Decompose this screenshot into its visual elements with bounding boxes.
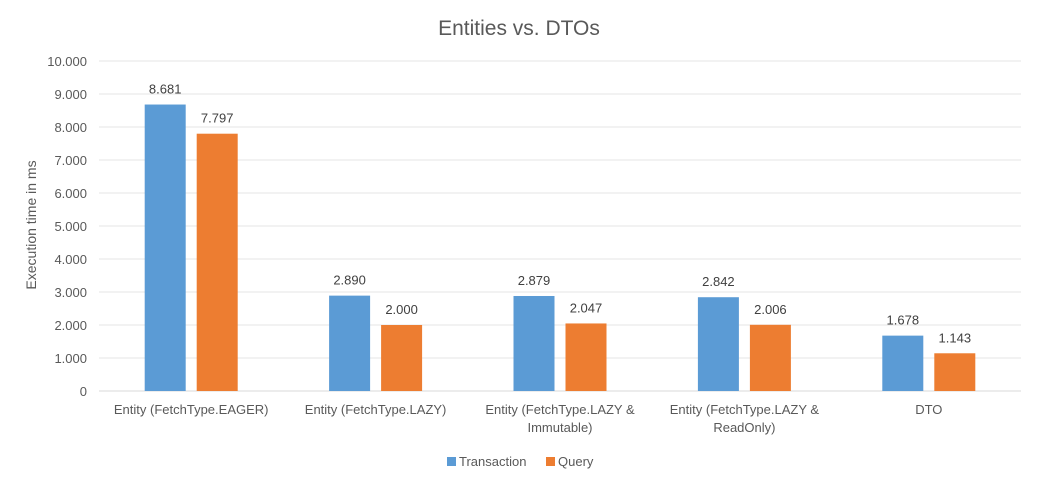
y-tick-label: 4.000: [54, 252, 87, 267]
data-label-transaction: 1.678: [887, 313, 920, 328]
y-tick-label: 10.000: [47, 54, 87, 69]
y-tick-label: 8.000: [54, 120, 87, 135]
legend-swatch-query: [546, 457, 555, 466]
bar-transaction: [329, 295, 371, 391]
y-tick-label: 0: [80, 384, 87, 399]
data-label-query: 1.143: [939, 330, 972, 345]
bar-query: [565, 323, 607, 391]
y-tick-label: 7.000: [54, 153, 87, 168]
x-axis-ticks: Entity (FetchType.EAGER) Entity (FetchTyp…: [114, 402, 943, 435]
x-tick-label: Entity (FetchType.EAGER): [114, 402, 269, 417]
data-label-query: 7.797: [201, 111, 234, 126]
x-tick-label: DTO: [915, 402, 942, 417]
bar-query: [749, 324, 791, 391]
bar-transaction: [513, 295, 555, 391]
y-tick-label: 5.000: [54, 219, 87, 234]
data-labels: 8.681 2.890 2.879 2.842 1.678 7.797 2.000 2.047…: [149, 82, 971, 346]
x-tick-label: Entity (FetchType.LAZY): [305, 402, 447, 417]
data-label-transaction: 2.842: [702, 274, 735, 289]
bar-transaction: [882, 335, 924, 391]
y-axis-ticks: 0 1.000 2.000 3.000 4.000 5.000 6.000 7.000 8.00…: [47, 54, 87, 399]
data-label-transaction: 2.890: [333, 273, 366, 288]
legend: Transaction Query: [447, 454, 594, 469]
bar-query: [934, 353, 976, 391]
bar-transaction: [144, 104, 186, 391]
data-label-transaction: 2.879: [518, 273, 551, 288]
bars: [144, 104, 976, 391]
data-label-transaction: 8.681: [149, 82, 182, 97]
data-label-query: 2.000: [385, 302, 418, 317]
bar-query: [196, 133, 238, 391]
bar-transaction: [697, 297, 739, 391]
data-label-query: 2.006: [754, 302, 787, 317]
y-tick-label: 3.000: [54, 285, 87, 300]
y-tick-label: 2.000: [54, 318, 87, 333]
data-label-query: 2.047: [570, 300, 603, 315]
legend-label-transaction: Transaction: [459, 454, 526, 469]
x-tick-label: Entity (FetchType.LAZY & ReadOnly): [670, 402, 820, 435]
y-axis-label: Execution time in ms: [23, 160, 39, 289]
legend-swatch-transaction: [447, 457, 456, 466]
y-tick-label: 6.000: [54, 186, 87, 201]
gridlines: [99, 60, 1021, 392]
bar-query: [381, 325, 423, 391]
chart-title: Entities vs. DTOs: [438, 17, 600, 40]
y-tick-label: 9.000: [54, 87, 87, 102]
x-tick-label: Entity (FetchType.LAZY & Immutable): [485, 402, 635, 435]
legend-label-query: Query: [558, 454, 594, 469]
y-tick-label: 1.000: [54, 351, 87, 366]
